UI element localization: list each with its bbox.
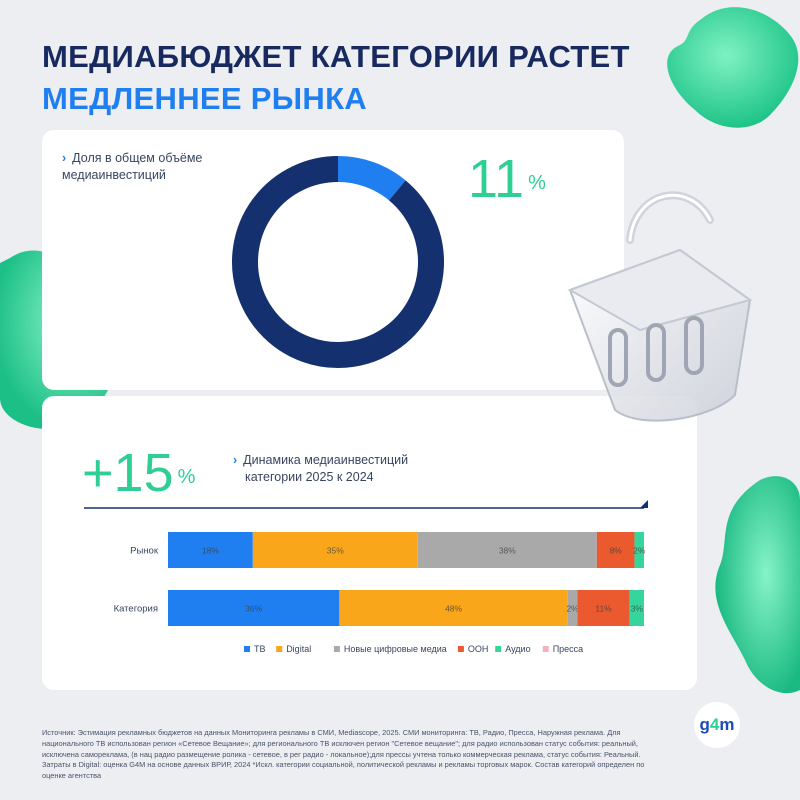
bar-segment [339, 590, 568, 626]
share-caption-line-2: медиаинвестиций [62, 168, 166, 182]
logo-m: m [719, 715, 735, 734]
glass-basket-image [567, 191, 753, 422]
data-label: 36% [245, 604, 262, 614]
legend-label: ТВ [254, 644, 266, 654]
share-caption: › Доля в общем объёме медиаинвестиций [62, 150, 242, 184]
growth-number: +15 [82, 443, 174, 503]
title-line-2: МЕДЛЕННЕЕ РЫНКА [42, 81, 367, 116]
data-label: 48% [445, 604, 462, 614]
bar-segment [567, 590, 578, 626]
legend-swatch [244, 646, 250, 652]
stacked-bar-chart: Рынок 18% 35% 38% 8% 2% Категория 36% 48% 2% 11% 3%… [114, 532, 646, 654]
data-label: 38% [499, 546, 516, 556]
share-donut-chart [232, 156, 444, 368]
legend-label: Аудио [505, 644, 530, 654]
chevron-right-icon: › [233, 453, 238, 467]
growth-caption-line-2: категории 2025 к 2024 [245, 470, 374, 484]
share-caption-line-1: Доля в общем объёме [72, 151, 203, 165]
share-number: 11 [468, 149, 525, 209]
logo-g: g [699, 715, 710, 734]
bar-segment [417, 532, 597, 568]
data-label: 18% [202, 546, 219, 556]
growth-value: +15% [82, 446, 195, 500]
category-label: Рынок [130, 546, 159, 557]
data-label: 35% [327, 546, 344, 556]
legend-label: Новые цифровые медиа [344, 644, 447, 654]
data-label: 2% [566, 604, 579, 614]
legend-label: Digital [286, 644, 311, 654]
legend-label: ООН [468, 644, 489, 654]
chevron-right-icon: › [62, 151, 67, 165]
data-label: 8% [610, 546, 623, 556]
page-title: МЕДИАБЮДЖЕТ КАТЕГОРИИ РАСТЕТ МЕДЛЕННЕЕ Р… [42, 36, 630, 120]
bar-segment [577, 590, 630, 626]
data-label: 2% [633, 546, 646, 556]
legend-swatch [333, 646, 340, 652]
data-label: 3% [631, 604, 644, 614]
data-label: 11% [595, 604, 612, 614]
section-divider [84, 500, 648, 509]
bar-segment [252, 532, 418, 568]
bar-segment [168, 590, 340, 626]
bar-segment [629, 590, 644, 626]
growth-caption: › Динамика медиаинвестиций категории 2025… [233, 452, 453, 486]
bar-segment [634, 532, 644, 568]
legend-swatch [495, 646, 502, 652]
legend-swatch [457, 646, 464, 652]
donut-slice-share [337, 156, 406, 201]
title-line-1: МЕДИАБЮДЖЕТ КАТЕГОРИИ РАСТЕТ [42, 39, 630, 74]
bar-segment [168, 532, 253, 568]
category-label: Категория [114, 604, 158, 615]
logo-4: 4 [709, 715, 720, 734]
legend-swatch [276, 646, 283, 652]
bar-segment [596, 532, 635, 568]
green-blob-top-right [667, 7, 799, 128]
growth-unit: % [177, 466, 196, 488]
donut-slice-rest [232, 156, 444, 368]
legend-swatch [542, 646, 549, 652]
green-blob-bottom-right [715, 476, 800, 694]
growth-caption-line-1: Динамика медиаинвестиций [243, 453, 409, 467]
share-value: 11% [468, 152, 546, 206]
source-footnote: Источник: Эстимация рекламных бюджетов н… [42, 728, 645, 781]
share-unit: % [528, 172, 546, 194]
legend-label: Пресса [553, 644, 584, 654]
